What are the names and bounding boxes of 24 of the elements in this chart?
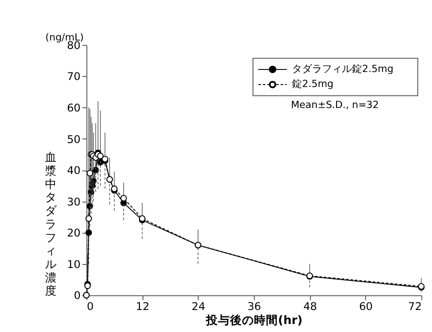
point: [120, 194, 127, 202]
legend-label: 錠2.5mg: [292, 79, 334, 90]
x-tick-label: 48: [303, 300, 318, 313]
y-tick-label: 50: [67, 132, 81, 146]
y-tick-label: 10: [67, 258, 81, 271]
y-tick-label: 40: [67, 164, 81, 178]
text: 血漿中タダラフィル濃度: [44, 150, 57, 298]
x-tick-label: 36: [248, 300, 262, 313]
y-tick-label: 30: [67, 195, 81, 208]
annotation: Mean±S.D., n=32: [290, 100, 379, 112]
x-axis-title: 投与後の時間(hr): [205, 313, 303, 328]
x-tick-label: 60: [359, 300, 373, 313]
x-tick-label: 0: [86, 300, 94, 313]
point: [86, 170, 94, 176]
x-tick-label: 72: [408, 300, 422, 313]
y-tick-label: 70: [67, 70, 81, 84]
legend-label: タダラフィル錠2.5mg: [292, 63, 394, 76]
y-tick-label: 20: [67, 226, 81, 240]
point: [85, 215, 92, 222]
y-tick-label: 0: [74, 289, 81, 302]
y-tick-label: 60: [67, 101, 81, 114]
point: [97, 152, 104, 160]
x-tick-label: 24: [192, 300, 206, 313]
x-tick-label: 12: [136, 300, 150, 313]
